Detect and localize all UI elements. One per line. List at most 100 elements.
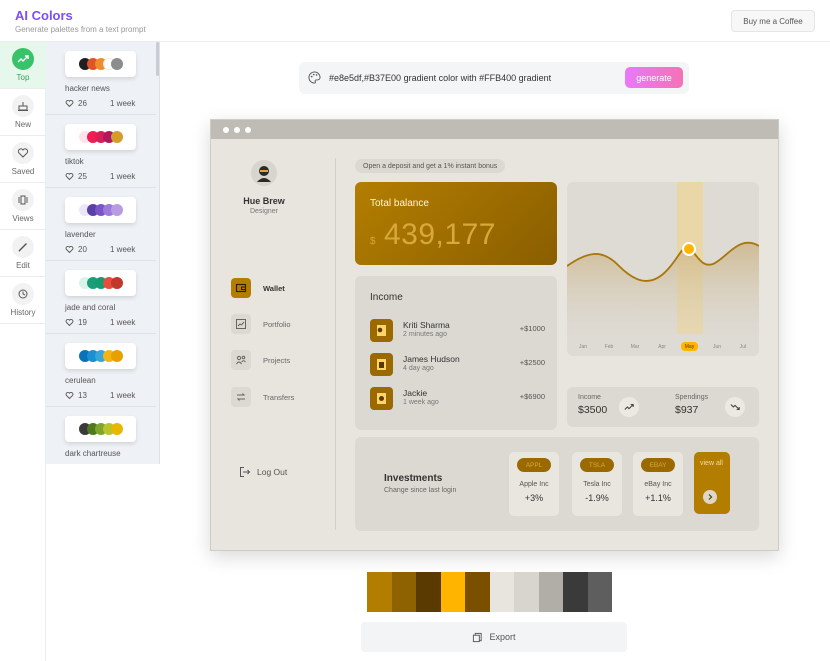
palette-preview[interactable] <box>65 270 136 296</box>
spendings-trend-button[interactable] <box>725 397 745 417</box>
palette-likes[interactable]: 25 <box>65 172 87 181</box>
spendings-label: Spendings <box>675 394 709 401</box>
left-nav: Top New Saved Views Edit History <box>0 42 46 661</box>
palette-card[interactable]: hacker news 26 1 week <box>46 42 156 115</box>
color-swatch[interactable] <box>440 572 465 612</box>
user-name: Hue Brew <box>243 196 285 206</box>
transaction-row[interactable]: James Hudson 4 day ago +$2500 <box>370 353 545 379</box>
color-dot <box>111 58 123 70</box>
palette-time: 1 week <box>110 391 136 400</box>
color-swatch[interactable] <box>416 572 441 612</box>
color-dot <box>111 277 123 289</box>
palette-preview[interactable] <box>65 416 136 442</box>
menu-item-transfers[interactable]: Transfers <box>231 386 294 408</box>
color-swatch[interactable] <box>489 572 514 612</box>
color-swatch[interactable] <box>538 572 563 612</box>
cake-icon <box>12 95 34 117</box>
transaction-time: 4 day ago <box>403 365 434 372</box>
view-all-button[interactable]: view all <box>694 452 730 514</box>
transaction-name: Kriti Sharma <box>403 320 450 330</box>
palette-list-scrollbar[interactable] <box>156 42 159 76</box>
transaction-row[interactable]: Kriti Sharma 2 minutes ago +$1000 <box>370 319 545 345</box>
buy-coffee-button[interactable]: Buy me a Coffee <box>731 10 815 32</box>
nav-item-history[interactable]: History <box>0 277 46 324</box>
menu-label: Portfolio <box>263 319 291 329</box>
menu-label: Transfers <box>263 392 295 402</box>
heart-icon <box>12 142 34 164</box>
generate-button[interactable]: generate <box>625 67 683 88</box>
palette-card[interactable]: dark chartreuse <box>46 407 156 464</box>
income-card: Income Kriti Sharma 2 minutes ago +$1000… <box>355 276 557 430</box>
palette-time: 1 week <box>110 318 136 327</box>
nav-item-new[interactable]: New <box>0 89 46 136</box>
user-role: Designer <box>249 208 278 215</box>
stock-tag: TSLA <box>580 458 614 472</box>
palette-preview[interactable] <box>65 124 136 150</box>
palette-card[interactable]: tiktok 25 1 week <box>46 115 156 188</box>
export-button[interactable]: Export <box>361 622 627 652</box>
palette-preview[interactable] <box>65 51 136 77</box>
palette-name: dark chartreuse <box>65 449 121 458</box>
history-icon <box>12 283 34 305</box>
logout-button[interactable]: Log Out <box>239 466 287 478</box>
investments-title: Investments <box>384 473 443 484</box>
palette-preview[interactable] <box>65 343 136 369</box>
menu-item-wallet[interactable]: Wallet <box>231 277 285 299</box>
color-swatch[interactable] <box>465 572 490 612</box>
income-label: Income <box>578 394 601 401</box>
palette-icon <box>308 71 321 84</box>
stock-card[interactable]: EBAY eBay Inc +1.1% <box>633 452 683 516</box>
palette-time: 1 week <box>110 172 136 181</box>
nav-label: Edit <box>16 261 30 270</box>
pencil-icon <box>12 236 34 258</box>
chart-area <box>567 242 759 342</box>
heart-icon <box>65 391 74 400</box>
prompt-bar: #e8e5df,#B37E00 gradient color with #FFB… <box>299 62 689 94</box>
chart-point[interactable] <box>682 242 696 256</box>
menu-label: Wallet <box>263 283 285 293</box>
palette-likes[interactable]: 20 <box>65 245 87 254</box>
palette-likes[interactable]: 26 <box>65 99 87 108</box>
stock-change: +3% <box>524 493 544 503</box>
palette-preview[interactable] <box>65 197 136 223</box>
transaction-row[interactable]: Jackie 1 week ago +$6900 <box>370 387 545 413</box>
app-title[interactable]: AI Colors <box>15 8 73 23</box>
prompt-input[interactable]: #e8e5df,#B37E00 gradient color with #FFB… <box>329 73 552 83</box>
month-label: Apr <box>658 344 666 350</box>
logout-icon <box>240 467 251 477</box>
app-header: AI Colors Generate palettes from a text … <box>0 0 830 42</box>
month-label: Jul <box>740 344 746 350</box>
income-value: $3500 <box>578 404 608 416</box>
color-dot <box>111 204 123 216</box>
color-swatch[interactable] <box>587 572 612 612</box>
nav-item-top[interactable]: Top <box>0 42 46 89</box>
nav-item-saved[interactable]: Saved <box>0 136 46 183</box>
color-swatch[interactable] <box>391 572 416 612</box>
deposit-banner[interactable]: Open a deposit and get a 1% instant bonu… <box>355 159 506 173</box>
palette-likes[interactable]: 13 <box>65 391 87 400</box>
color-swatch[interactable] <box>563 572 588 612</box>
balance-card: Total balance $ 439,177 <box>355 182 557 265</box>
investments-card: Investments Change since last login APPL… <box>355 437 759 531</box>
palette-card[interactable]: cerulean 13 1 week <box>46 334 156 407</box>
menu-item-portfolio[interactable]: Portfolio <box>231 313 291 335</box>
balance-title: Total balance <box>370 198 429 209</box>
nav-item-views[interactable]: Views <box>0 183 46 230</box>
likes-count: 26 <box>78 99 87 108</box>
chart-line <box>567 241 759 282</box>
income-title: Income <box>370 292 403 303</box>
menu-item-projects[interactable]: Projects <box>231 349 290 371</box>
palette-card[interactable]: lavender 20 1 week <box>46 188 156 261</box>
color-swatch[interactable] <box>367 572 392 612</box>
palette-likes[interactable]: 19 <box>65 318 87 327</box>
stock-card[interactable]: TSLA Tesla Inc -1.9% <box>572 452 622 516</box>
income-trend-button[interactable] <box>619 397 639 417</box>
heart-icon <box>65 172 74 181</box>
stock-card[interactable]: APPL Apple Inc +3% <box>509 452 559 516</box>
trend-up-icon <box>624 403 634 410</box>
palette-list: hacker news 26 1 week tiktok 25 1 week <box>46 42 160 464</box>
nav-item-edit[interactable]: Edit <box>0 230 46 277</box>
color-swatch[interactable] <box>514 572 539 612</box>
palette-card[interactable]: jade and coral 19 1 week <box>46 261 156 334</box>
nav-label: Views <box>12 214 34 223</box>
